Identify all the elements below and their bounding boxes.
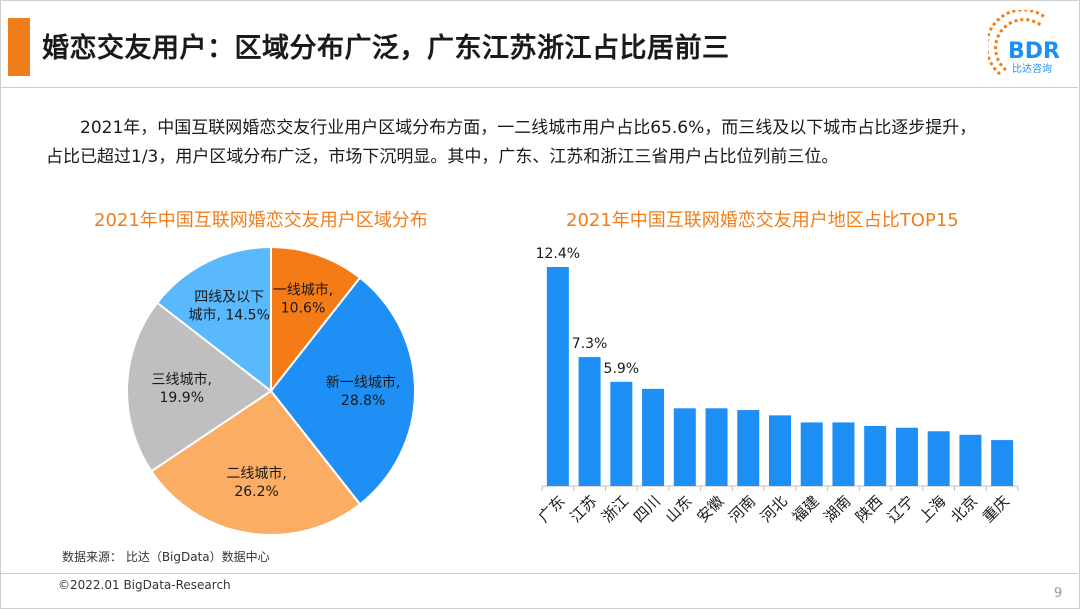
bar (895, 427, 918, 486)
bar-data-label: 5.9% (604, 361, 640, 377)
bar (642, 388, 665, 486)
x-tick-label: 陕西 (852, 492, 886, 526)
page-number: 9 (1054, 586, 1063, 601)
logo-dotted-arc (988, 10, 1047, 76)
bar (991, 440, 1014, 486)
pie-slice (155, 245, 272, 394)
x-tick-label: 浙江 (598, 492, 632, 526)
pie-slice-label: 新一线城市, 28.8% (326, 374, 400, 409)
bar-data-label: 12.4% (536, 246, 580, 262)
x-tick-label: 辽宁 (884, 492, 918, 526)
x-tick-label: 北京 (947, 492, 981, 526)
pie-slice (150, 389, 362, 536)
x-tick-label: 河北 (757, 492, 791, 526)
pie-slice-label: 二线城市, 26.2% (226, 465, 286, 500)
pie-chart-title: 2021年中国互联网婚恋交友用户区域分布 (94, 210, 428, 231)
x-tick-label: 河南 (725, 492, 759, 526)
pie-slice (270, 245, 362, 394)
page-title: 婚恋交友用户：区域分布广泛，广东江苏浙江占比居前三 (42, 33, 730, 64)
x-tick-label: 广东 (535, 492, 569, 526)
pie-slice (126, 301, 273, 473)
x-tick-label: 湖南 (820, 492, 854, 526)
pie-slice-label: 四线及以下城市, 14.5% (189, 290, 270, 324)
pie-slice-label: 三线城市, 19.9% (152, 371, 212, 406)
intro-paragraph: 2021年，中国互联网婚恋交友行业用户区域分布方面，一二线城市用户占比65.6%… (46, 114, 1046, 172)
bar (800, 422, 823, 486)
intro-line-2: 占比已超过1/3，用户区域分布广泛，市场下沉明显。其中，广东、江苏和浙江三省用户… (46, 147, 839, 167)
title-accent-bar (8, 18, 30, 76)
copyright: ©2022.01 BigData-Research (58, 578, 231, 592)
x-tick-label: 重庆 (979, 492, 1013, 526)
x-tick-label: 福建 (789, 492, 823, 526)
bar (610, 381, 633, 486)
x-tick-label: 四川 (630, 492, 664, 526)
pie-slice-label: 一线城市, 10.6% (273, 281, 333, 316)
footer-divider (0, 573, 1078, 574)
x-tick-label: 山东 (662, 492, 696, 526)
bar (769, 415, 791, 486)
data-source: 数据来源： 比达（BigData）数据中心 (62, 550, 270, 564)
bdr-logo: BDR 比达咨询 (988, 10, 1064, 76)
x-tick-label: 上海 (916, 492, 950, 526)
header-divider (0, 87, 1078, 88)
x-tick-label: 安徽 (693, 492, 727, 526)
bar-data-label: 7.3% (572, 336, 608, 352)
bar (927, 431, 950, 486)
bar (578, 357, 601, 486)
intro-line-1: 2021年，中国互联网婚恋交友行业用户区域分布方面，一二线城市用户占比65.6%… (80, 118, 977, 138)
logo-text: BDR (1008, 39, 1060, 64)
bar (705, 408, 728, 486)
bar (959, 434, 982, 486)
bar (864, 425, 887, 486)
bar (673, 408, 696, 486)
x-tick-label: 江苏 (566, 492, 600, 526)
bar (546, 267, 569, 486)
pie-slice (269, 276, 416, 506)
bar (737, 410, 760, 486)
bar (832, 422, 855, 486)
logo-subtext: 比达咨询 (1012, 62, 1052, 75)
bar-chart-title: 2021年中国互联网婚恋交友用户地区占比TOP15 (566, 210, 959, 231)
